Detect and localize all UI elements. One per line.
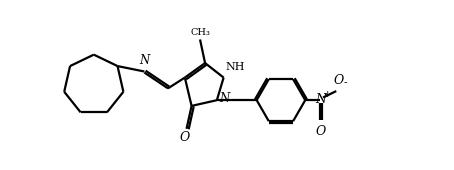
- Text: N: N: [220, 92, 230, 105]
- Text: N: N: [139, 54, 149, 67]
- Text: CH₃: CH₃: [191, 28, 211, 37]
- Text: -: -: [343, 77, 347, 87]
- Text: +: +: [323, 90, 330, 99]
- Text: NH: NH: [225, 62, 245, 72]
- Text: O: O: [334, 74, 344, 87]
- Text: N: N: [315, 93, 326, 106]
- Text: O: O: [315, 125, 326, 138]
- Text: O: O: [180, 131, 190, 143]
